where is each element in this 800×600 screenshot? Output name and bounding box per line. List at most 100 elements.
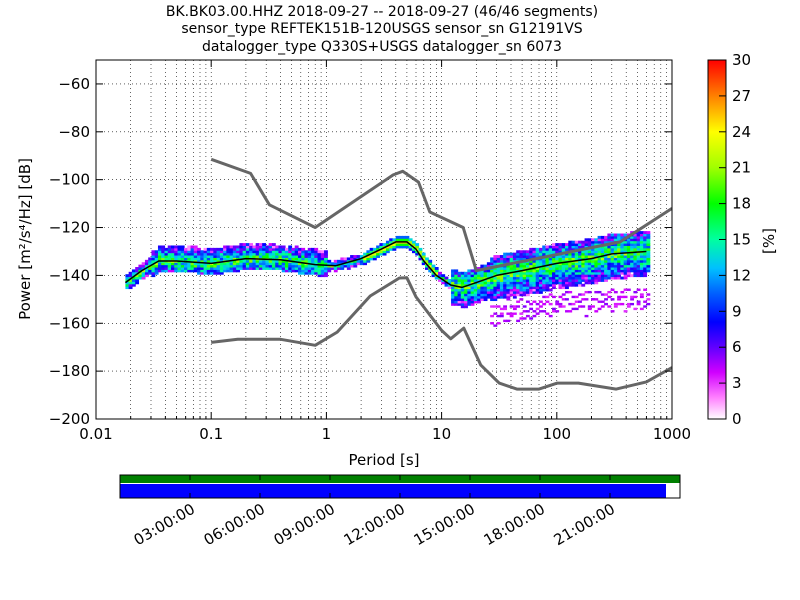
- ppsd-cell: [519, 278, 524, 282]
- ppsd-cell: [496, 290, 501, 294]
- ppsd-cell: [600, 278, 605, 282]
- ppsd-cell: [219, 271, 224, 275]
- ppsd-cell: [506, 288, 511, 292]
- ppsd-cell: [206, 269, 211, 273]
- ppsd-cell: [464, 281, 468, 285]
- ppsd-cell: [236, 264, 240, 268]
- ppsd-cell: [268, 250, 273, 254]
- ppsd-cell: [568, 240, 573, 244]
- ppsd-cell: [512, 295, 517, 299]
- ppsd-cell: [190, 245, 195, 249]
- ppsd-cell: [353, 257, 358, 261]
- ppsd-cell: [460, 290, 465, 294]
- ppsd-cell: [522, 310, 527, 313]
- ppsd-cell: [473, 271, 478, 275]
- ppsd-cell: [630, 262, 635, 266]
- ppsd-cell: [506, 267, 511, 270]
- ppsd-cell: [623, 264, 628, 268]
- ppsd-cell: [639, 231, 644, 235]
- x-tick-label: 10: [432, 425, 451, 443]
- ppsd-cell: [298, 267, 302, 270]
- ppsd-cell: [519, 312, 524, 315]
- ppsd-cell: [398, 235, 403, 239]
- ppsd-cell: [646, 293, 651, 296]
- ppsd-cell: [633, 290, 638, 294]
- ppsd-cell: [460, 283, 465, 287]
- ppsd-cell: [519, 257, 524, 261]
- ppsd-cell: [499, 281, 504, 285]
- ppsd-cell: [284, 269, 289, 273]
- ppsd-cell: [555, 310, 560, 313]
- ppsd-cell: [441, 281, 446, 285]
- time-tick-label: 15:00:00: [411, 500, 478, 549]
- ppsd-cell: [522, 305, 527, 308]
- ppsd-cell: [353, 259, 358, 263]
- ppsd-cell: [512, 278, 517, 282]
- ppsd-cell: [630, 250, 635, 254]
- ppsd-cell: [643, 255, 648, 258]
- ppsd-cell: [535, 267, 540, 270]
- ppsd-cell: [574, 283, 579, 287]
- ppsd-cell: [425, 259, 429, 263]
- ppsd-cell: [444, 283, 449, 287]
- ppsd-cell: [499, 274, 504, 278]
- ppsd-cell: [578, 255, 582, 258]
- ppsd-cell: [529, 283, 534, 287]
- ppsd-cell: [617, 271, 621, 275]
- ppsd-cell: [405, 238, 410, 242]
- ppsd-cell: [604, 238, 608, 242]
- ppsd-cell: [532, 281, 537, 285]
- ppsd-cell: [503, 281, 508, 285]
- ppsd-cell: [542, 283, 547, 287]
- ppsd-cell: [503, 295, 508, 299]
- ppsd-cell: [184, 262, 188, 266]
- ppsd-cell: [229, 269, 234, 273]
- ppsd-cell: [565, 247, 569, 251]
- ppsd-cell: [565, 252, 569, 256]
- ppsd-cell: [610, 235, 615, 239]
- ppsd-cell: [486, 264, 491, 268]
- ppsd-cell: [525, 293, 530, 297]
- ppsd-cell: [490, 259, 494, 263]
- ppsd-cell: [506, 276, 511, 280]
- ppsd-cell: [561, 271, 566, 275]
- ppsd-cell: [571, 243, 576, 246]
- ppsd-cell: [587, 240, 592, 244]
- ppsd-cell: [177, 264, 182, 268]
- ppsd-cell: [464, 274, 468, 278]
- ppsd-cell: [574, 255, 579, 258]
- ppsd-cell: [519, 283, 524, 287]
- ppsd-cell: [519, 274, 524, 278]
- ppsd-cell: [245, 250, 250, 254]
- ppsd-cell: [529, 250, 534, 254]
- ppsd-cell: [568, 262, 573, 266]
- ppsd-cell: [529, 276, 534, 280]
- ppsd-cell: [337, 259, 341, 263]
- ppsd-cell: [281, 262, 286, 266]
- ppsd-cell: [604, 276, 608, 280]
- ppsd-cell: [226, 267, 231, 270]
- ppsd-cell: [639, 247, 644, 251]
- ppsd-cell: [558, 245, 563, 249]
- ppsd-cell: [639, 269, 644, 273]
- ppsd-cell: [538, 259, 543, 263]
- ppsd-cell: [512, 255, 517, 258]
- ppsd-cell: [275, 245, 280, 249]
- ppsd-cell: [490, 288, 494, 292]
- ppsd-cell: [239, 245, 244, 249]
- ppsd-cell: [578, 281, 582, 285]
- ppsd-cell: [213, 269, 218, 273]
- ppsd-cell: [236, 247, 240, 251]
- ppsd-cell: [506, 252, 511, 256]
- ppsd-cell: [154, 257, 159, 261]
- ppsd-cell: [425, 257, 429, 261]
- ppsd-cell: [607, 276, 612, 280]
- ppsd-cell: [509, 288, 514, 292]
- ppsd-cell: [538, 283, 543, 287]
- ppsd-cell: [581, 305, 586, 308]
- ppsd-cell: [532, 314, 537, 318]
- ppsd-cell: [565, 290, 569, 294]
- ppsd-cell: [255, 262, 260, 266]
- ppsd-cell: [473, 300, 478, 304]
- ppsd-cell: [607, 233, 612, 237]
